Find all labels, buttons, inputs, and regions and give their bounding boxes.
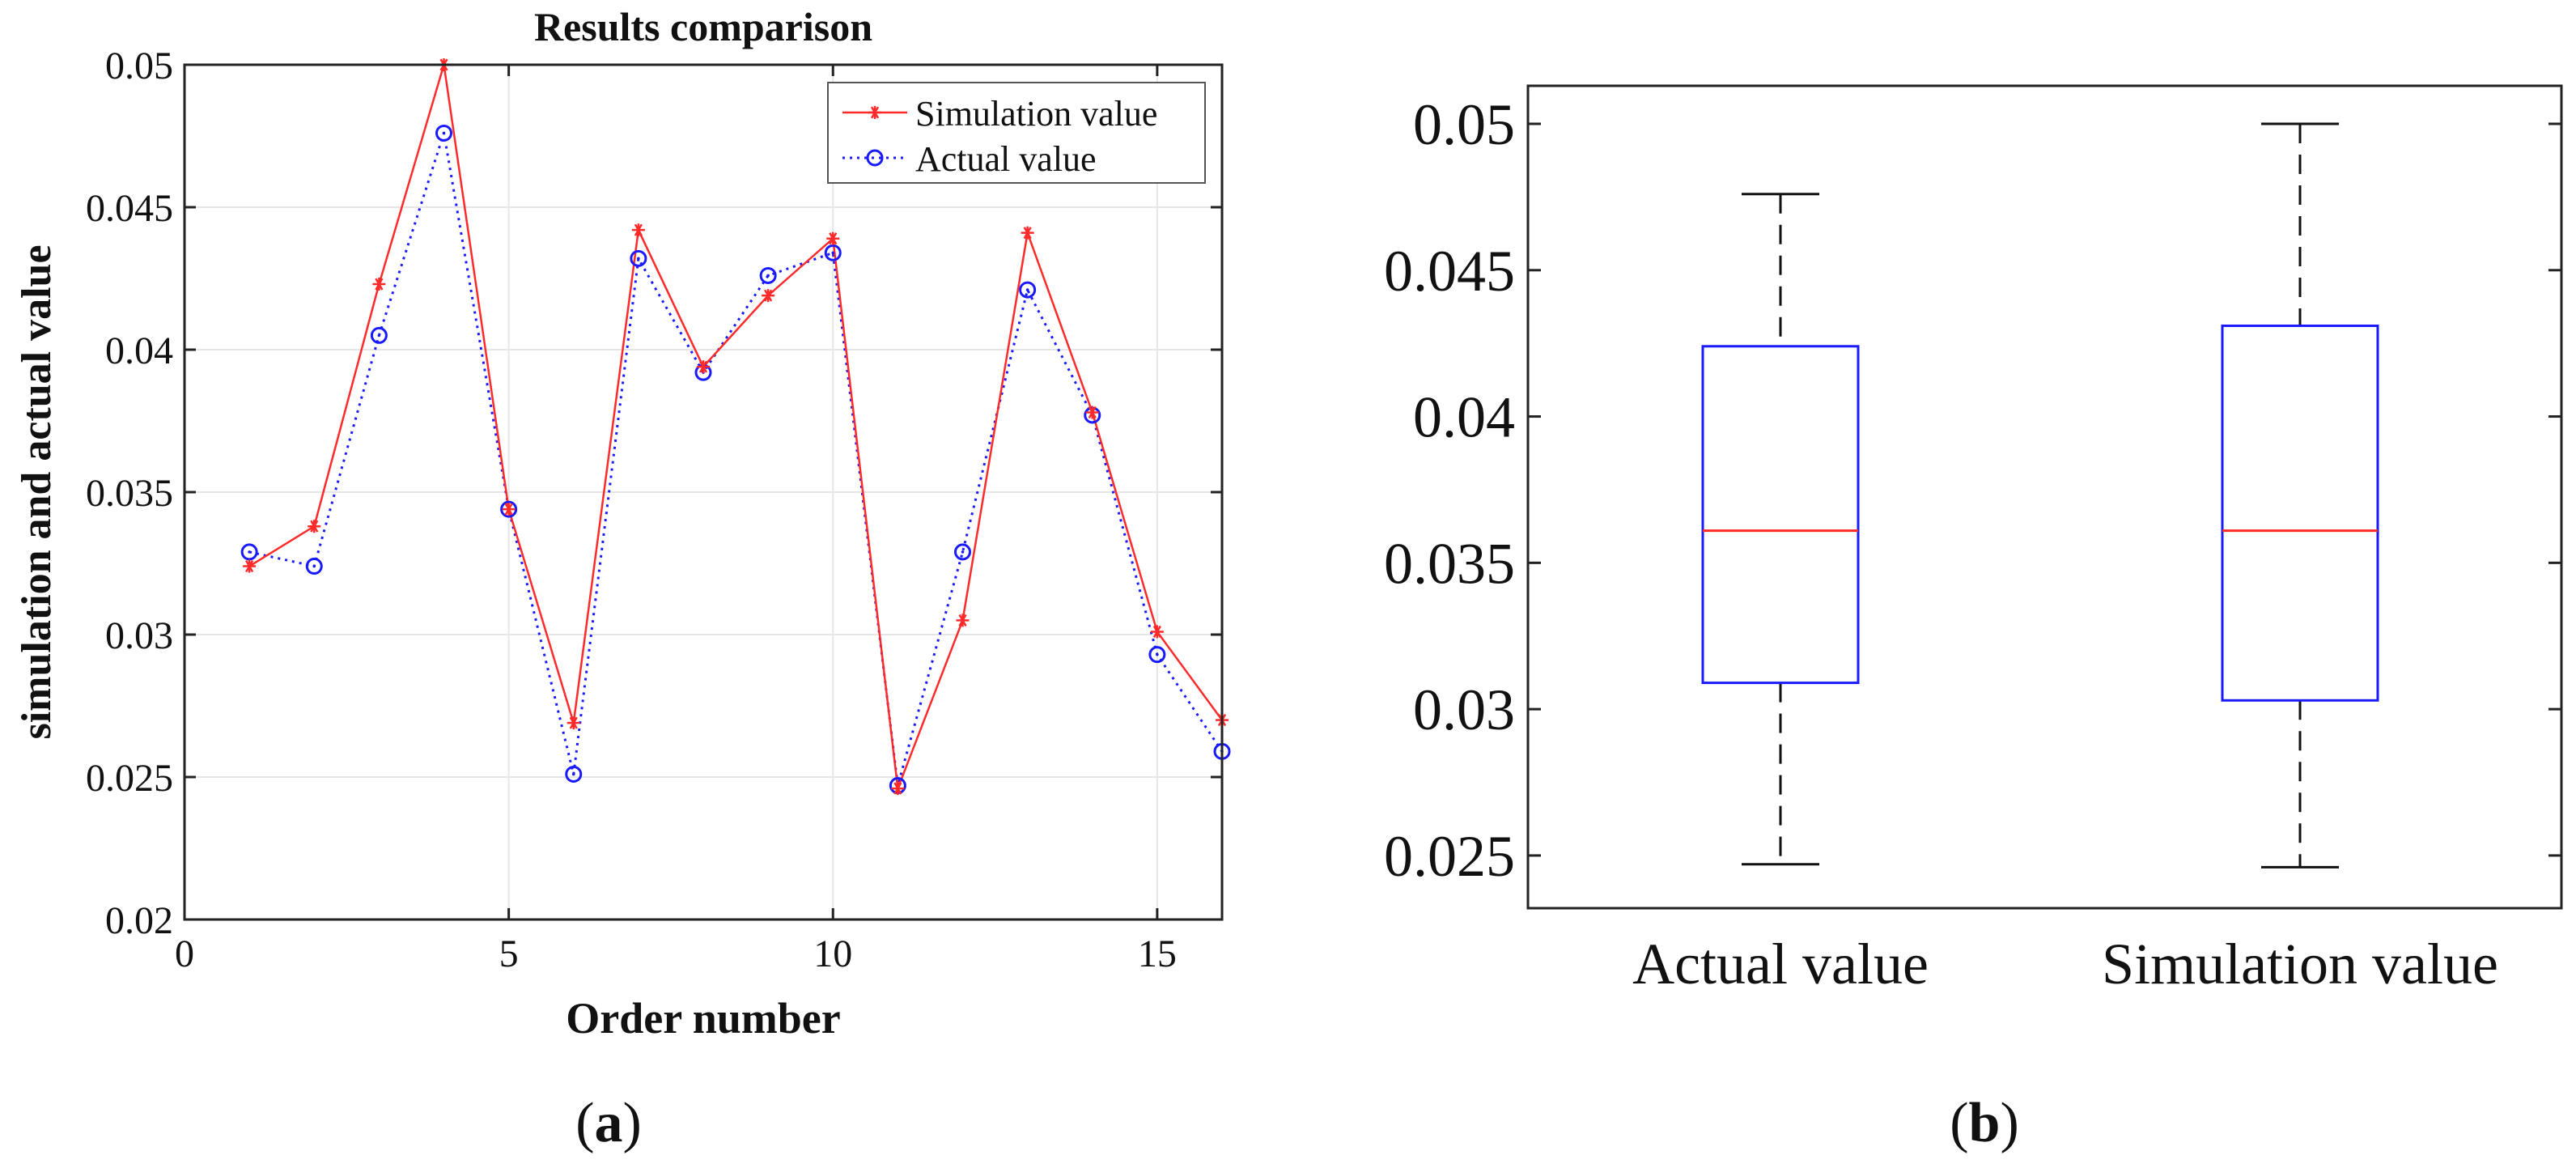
simulation-value-point <box>631 223 645 237</box>
x-category-label: Simulation value <box>2102 932 2498 996</box>
simulation-value-point <box>567 716 580 730</box>
actual-value-point-center <box>571 772 575 776</box>
panel-b-box-plot: 0.025 0.03 0.035 0.04 0.045 0.05 Actual value S… <box>1384 84 2563 996</box>
actual-value-point-center <box>442 131 446 135</box>
y-tick-label: 0.025 <box>1384 824 1515 889</box>
actual-value-point <box>435 124 452 142</box>
simulation-value-point <box>372 278 386 291</box>
panel-a-ticks: 0 5 10 15 0.02 0.025 0.03 0.035 0.04 0.045 0.05 <box>86 45 1222 975</box>
actual-value-point <box>565 765 583 783</box>
actual-value-point-center <box>961 550 965 554</box>
panel-a-y-axis-label: simulation and actual value <box>14 244 60 739</box>
actual-value-point <box>630 249 647 267</box>
simulation-value-point <box>243 559 257 573</box>
caption-a: (a) <box>575 1092 642 1154</box>
simulation-value-point <box>891 782 905 796</box>
actual-value-point <box>759 266 777 284</box>
simulation-value-point <box>956 614 970 627</box>
x-category-label: Actual value <box>1632 932 1929 996</box>
y-tick-label: 0.035 <box>86 472 173 515</box>
actual-value-point <box>1019 281 1037 299</box>
x-tick-label: 5 <box>499 932 519 975</box>
caption-b-letter: b <box>1969 1092 2001 1154</box>
simulation-value-point <box>697 360 710 374</box>
panel-b-boxes <box>1701 122 2379 869</box>
actual-value-point <box>824 244 842 261</box>
simulation-value-point <box>826 231 840 245</box>
y-tick-label: 0.025 <box>86 757 173 800</box>
box-simulation-value <box>2221 122 2379 869</box>
actual-value-point <box>1148 646 1166 664</box>
box-actual-value <box>1701 193 1860 866</box>
actual-value-point-center <box>637 257 640 261</box>
y-tick-label: 0.03 <box>105 614 173 657</box>
actual-value-point-center <box>248 550 251 554</box>
y-tick-label: 0.05 <box>1413 92 1515 157</box>
actual-value-point-center <box>312 564 316 568</box>
simulation-value-point <box>502 503 516 516</box>
x-tick-label: 15 <box>1138 932 1177 975</box>
legend-box <box>827 82 1206 184</box>
caption-a-open: ( <box>575 1092 594 1154</box>
simulation-value-line <box>248 64 1224 789</box>
caption-a-close: ) <box>623 1092 642 1154</box>
actual-value-point-center <box>831 251 835 255</box>
actual-value-point-center <box>377 333 381 338</box>
y-tick-label: 0.045 <box>86 187 173 230</box>
legend-actual-marker <box>866 149 884 167</box>
actual-value-point <box>240 543 258 561</box>
caption-b: (b) <box>1950 1092 2019 1154</box>
y-tick-label: 0.035 <box>1384 531 1515 596</box>
y-tick-label: 0.03 <box>1413 677 1515 742</box>
x-tick-label: 10 <box>813 932 852 975</box>
panel-a-line-chart: 0 5 10 15 0.02 0.025 0.03 0.035 0.04 0.045 0.05 Re… <box>14 4 1231 1043</box>
legend-simulation-marker <box>868 106 881 119</box>
y-tick-label: 0.05 <box>105 45 173 87</box>
simulation-value-point <box>1021 226 1034 240</box>
actual-value-point-center <box>1025 288 1029 291</box>
panel-a-title: Results comparison <box>534 4 872 49</box>
x-tick-label: 0 <box>175 932 194 975</box>
simulation-value-point <box>308 520 321 533</box>
actual-value-point <box>500 500 518 518</box>
panel-a-legend: Simulation value Actual value <box>827 82 1206 184</box>
legend-simulation-label: Simulation value <box>915 94 1157 134</box>
simulation-value-point <box>1085 406 1099 419</box>
y-tick-label: 0.04 <box>105 329 173 372</box>
panel-b-axes-box <box>1526 84 2563 910</box>
caption-b-open: ( <box>1950 1092 1968 1154</box>
actual-value-point <box>954 543 971 561</box>
caption-a-letter: a <box>595 1092 623 1154</box>
box-iqr <box>2221 324 2379 702</box>
panel-b-ticks: 0.025 0.03 0.035 0.04 0.045 0.05 Actual value S… <box>1384 92 2561 996</box>
caption-b-close: ) <box>2000 1092 2018 1154</box>
actual-value-point <box>305 558 323 576</box>
y-tick-label: 0.02 <box>105 899 173 942</box>
y-tick-label: 0.04 <box>1413 385 1515 450</box>
y-tick-label: 0.045 <box>1384 239 1515 304</box>
simulation-value-point <box>762 289 775 303</box>
legend-actual-label: Actual value <box>915 139 1097 179</box>
actual-value-point-center <box>1156 652 1159 656</box>
box-iqr <box>1701 345 1860 685</box>
panel-a-grid <box>184 64 1222 920</box>
panel-a-x-axis-label: Order number <box>566 994 840 1043</box>
simulation-value-point <box>1150 625 1164 639</box>
actual-value-point <box>370 326 388 344</box>
actual-value-point-center <box>766 274 770 278</box>
